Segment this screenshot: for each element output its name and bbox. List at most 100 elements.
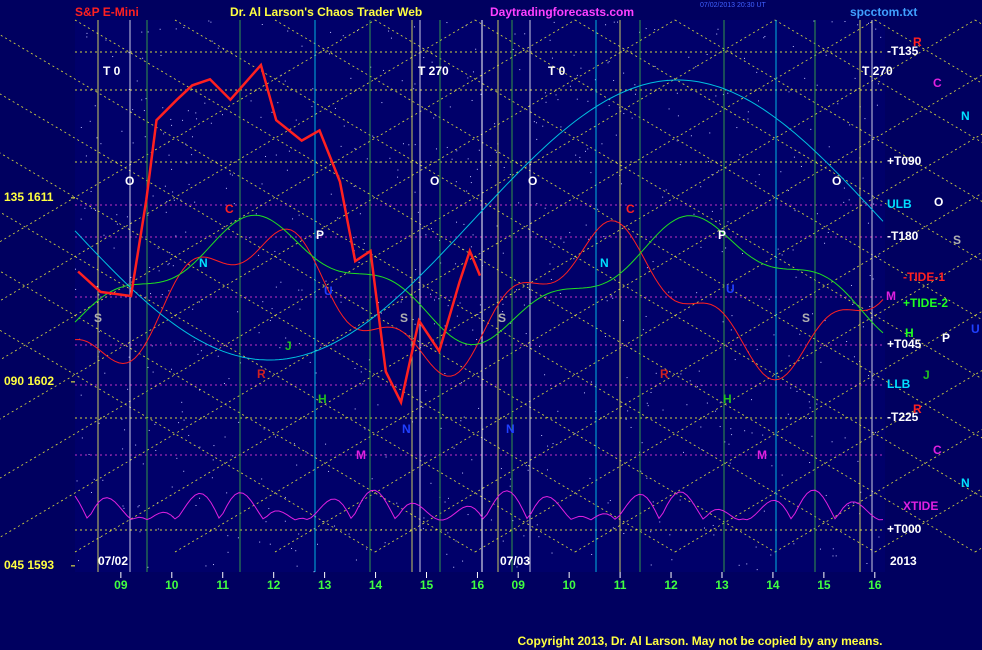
star bbox=[80, 126, 82, 128]
star bbox=[330, 193, 332, 195]
star bbox=[396, 502, 398, 504]
star bbox=[446, 553, 448, 555]
star bbox=[615, 134, 617, 136]
star bbox=[552, 443, 554, 445]
star bbox=[316, 543, 318, 545]
x-tick-label: 09 bbox=[512, 578, 526, 592]
decoration bbox=[0, 19, 982, 573]
star bbox=[668, 108, 670, 110]
star bbox=[354, 408, 356, 410]
star bbox=[186, 162, 188, 164]
star bbox=[594, 411, 596, 413]
star bbox=[627, 410, 629, 412]
annotation: N bbox=[199, 256, 208, 270]
x-tick-label: 10 bbox=[562, 578, 576, 592]
star bbox=[185, 143, 187, 145]
star bbox=[696, 386, 698, 388]
star bbox=[634, 93, 636, 95]
star bbox=[292, 218, 294, 220]
star bbox=[192, 308, 194, 310]
star bbox=[455, 181, 457, 183]
star bbox=[198, 389, 200, 391]
star bbox=[185, 231, 187, 233]
annotation: O bbox=[125, 174, 134, 188]
star bbox=[590, 381, 592, 383]
star bbox=[646, 267, 648, 269]
x-tick-label: 13 bbox=[715, 578, 729, 592]
star bbox=[671, 291, 673, 293]
star bbox=[730, 329, 732, 331]
star bbox=[510, 478, 512, 480]
star bbox=[199, 497, 201, 499]
star bbox=[259, 541, 261, 543]
star bbox=[576, 74, 578, 76]
star bbox=[773, 334, 775, 336]
annotation: M bbox=[757, 448, 767, 462]
star bbox=[187, 110, 189, 112]
star bbox=[462, 472, 464, 474]
star bbox=[89, 120, 91, 122]
star bbox=[330, 31, 332, 33]
star bbox=[112, 56, 114, 58]
annotation: O bbox=[430, 174, 439, 188]
star bbox=[195, 112, 197, 114]
star bbox=[623, 72, 625, 74]
annotation: S bbox=[94, 311, 102, 325]
star bbox=[284, 496, 286, 498]
star bbox=[662, 409, 664, 411]
star bbox=[159, 28, 161, 30]
annotation: C bbox=[933, 443, 942, 457]
star bbox=[261, 24, 263, 26]
star bbox=[706, 402, 708, 404]
star bbox=[509, 174, 511, 176]
star bbox=[123, 507, 125, 509]
star bbox=[607, 502, 609, 504]
star bbox=[423, 517, 425, 519]
star bbox=[233, 203, 235, 205]
star bbox=[470, 176, 472, 178]
star bbox=[467, 514, 469, 516]
star bbox=[298, 289, 300, 291]
star bbox=[429, 293, 431, 295]
star bbox=[359, 213, 361, 215]
star bbox=[478, 407, 480, 409]
star bbox=[362, 383, 364, 385]
star bbox=[358, 262, 360, 264]
star bbox=[813, 20, 815, 22]
annotation: -T180 bbox=[887, 229, 919, 243]
cycle-curve bbox=[74, 214, 884, 346]
star bbox=[284, 520, 286, 522]
star bbox=[205, 565, 207, 567]
star bbox=[828, 146, 830, 148]
annotation: N bbox=[961, 109, 970, 123]
star bbox=[223, 48, 225, 50]
x-tick-label: 16 bbox=[471, 578, 485, 592]
star bbox=[98, 331, 100, 333]
star bbox=[170, 118, 172, 120]
star bbox=[676, 92, 678, 94]
star bbox=[560, 126, 562, 128]
annotation: O bbox=[832, 174, 841, 188]
star bbox=[381, 102, 383, 104]
diagonal bbox=[0, 19, 576, 361]
star bbox=[447, 532, 449, 534]
star bbox=[432, 67, 434, 69]
star bbox=[425, 234, 427, 236]
star bbox=[142, 57, 144, 59]
star bbox=[96, 286, 98, 288]
star bbox=[217, 47, 219, 49]
star bbox=[525, 465, 527, 467]
star bbox=[734, 359, 736, 361]
star bbox=[193, 340, 195, 342]
star bbox=[217, 355, 219, 357]
star bbox=[327, 529, 329, 531]
star bbox=[835, 555, 837, 557]
star bbox=[646, 477, 648, 479]
star bbox=[612, 297, 614, 299]
star bbox=[116, 223, 118, 225]
star bbox=[825, 494, 827, 496]
star bbox=[151, 345, 153, 347]
star bbox=[298, 214, 300, 216]
star bbox=[301, 45, 303, 47]
star bbox=[176, 457, 178, 459]
